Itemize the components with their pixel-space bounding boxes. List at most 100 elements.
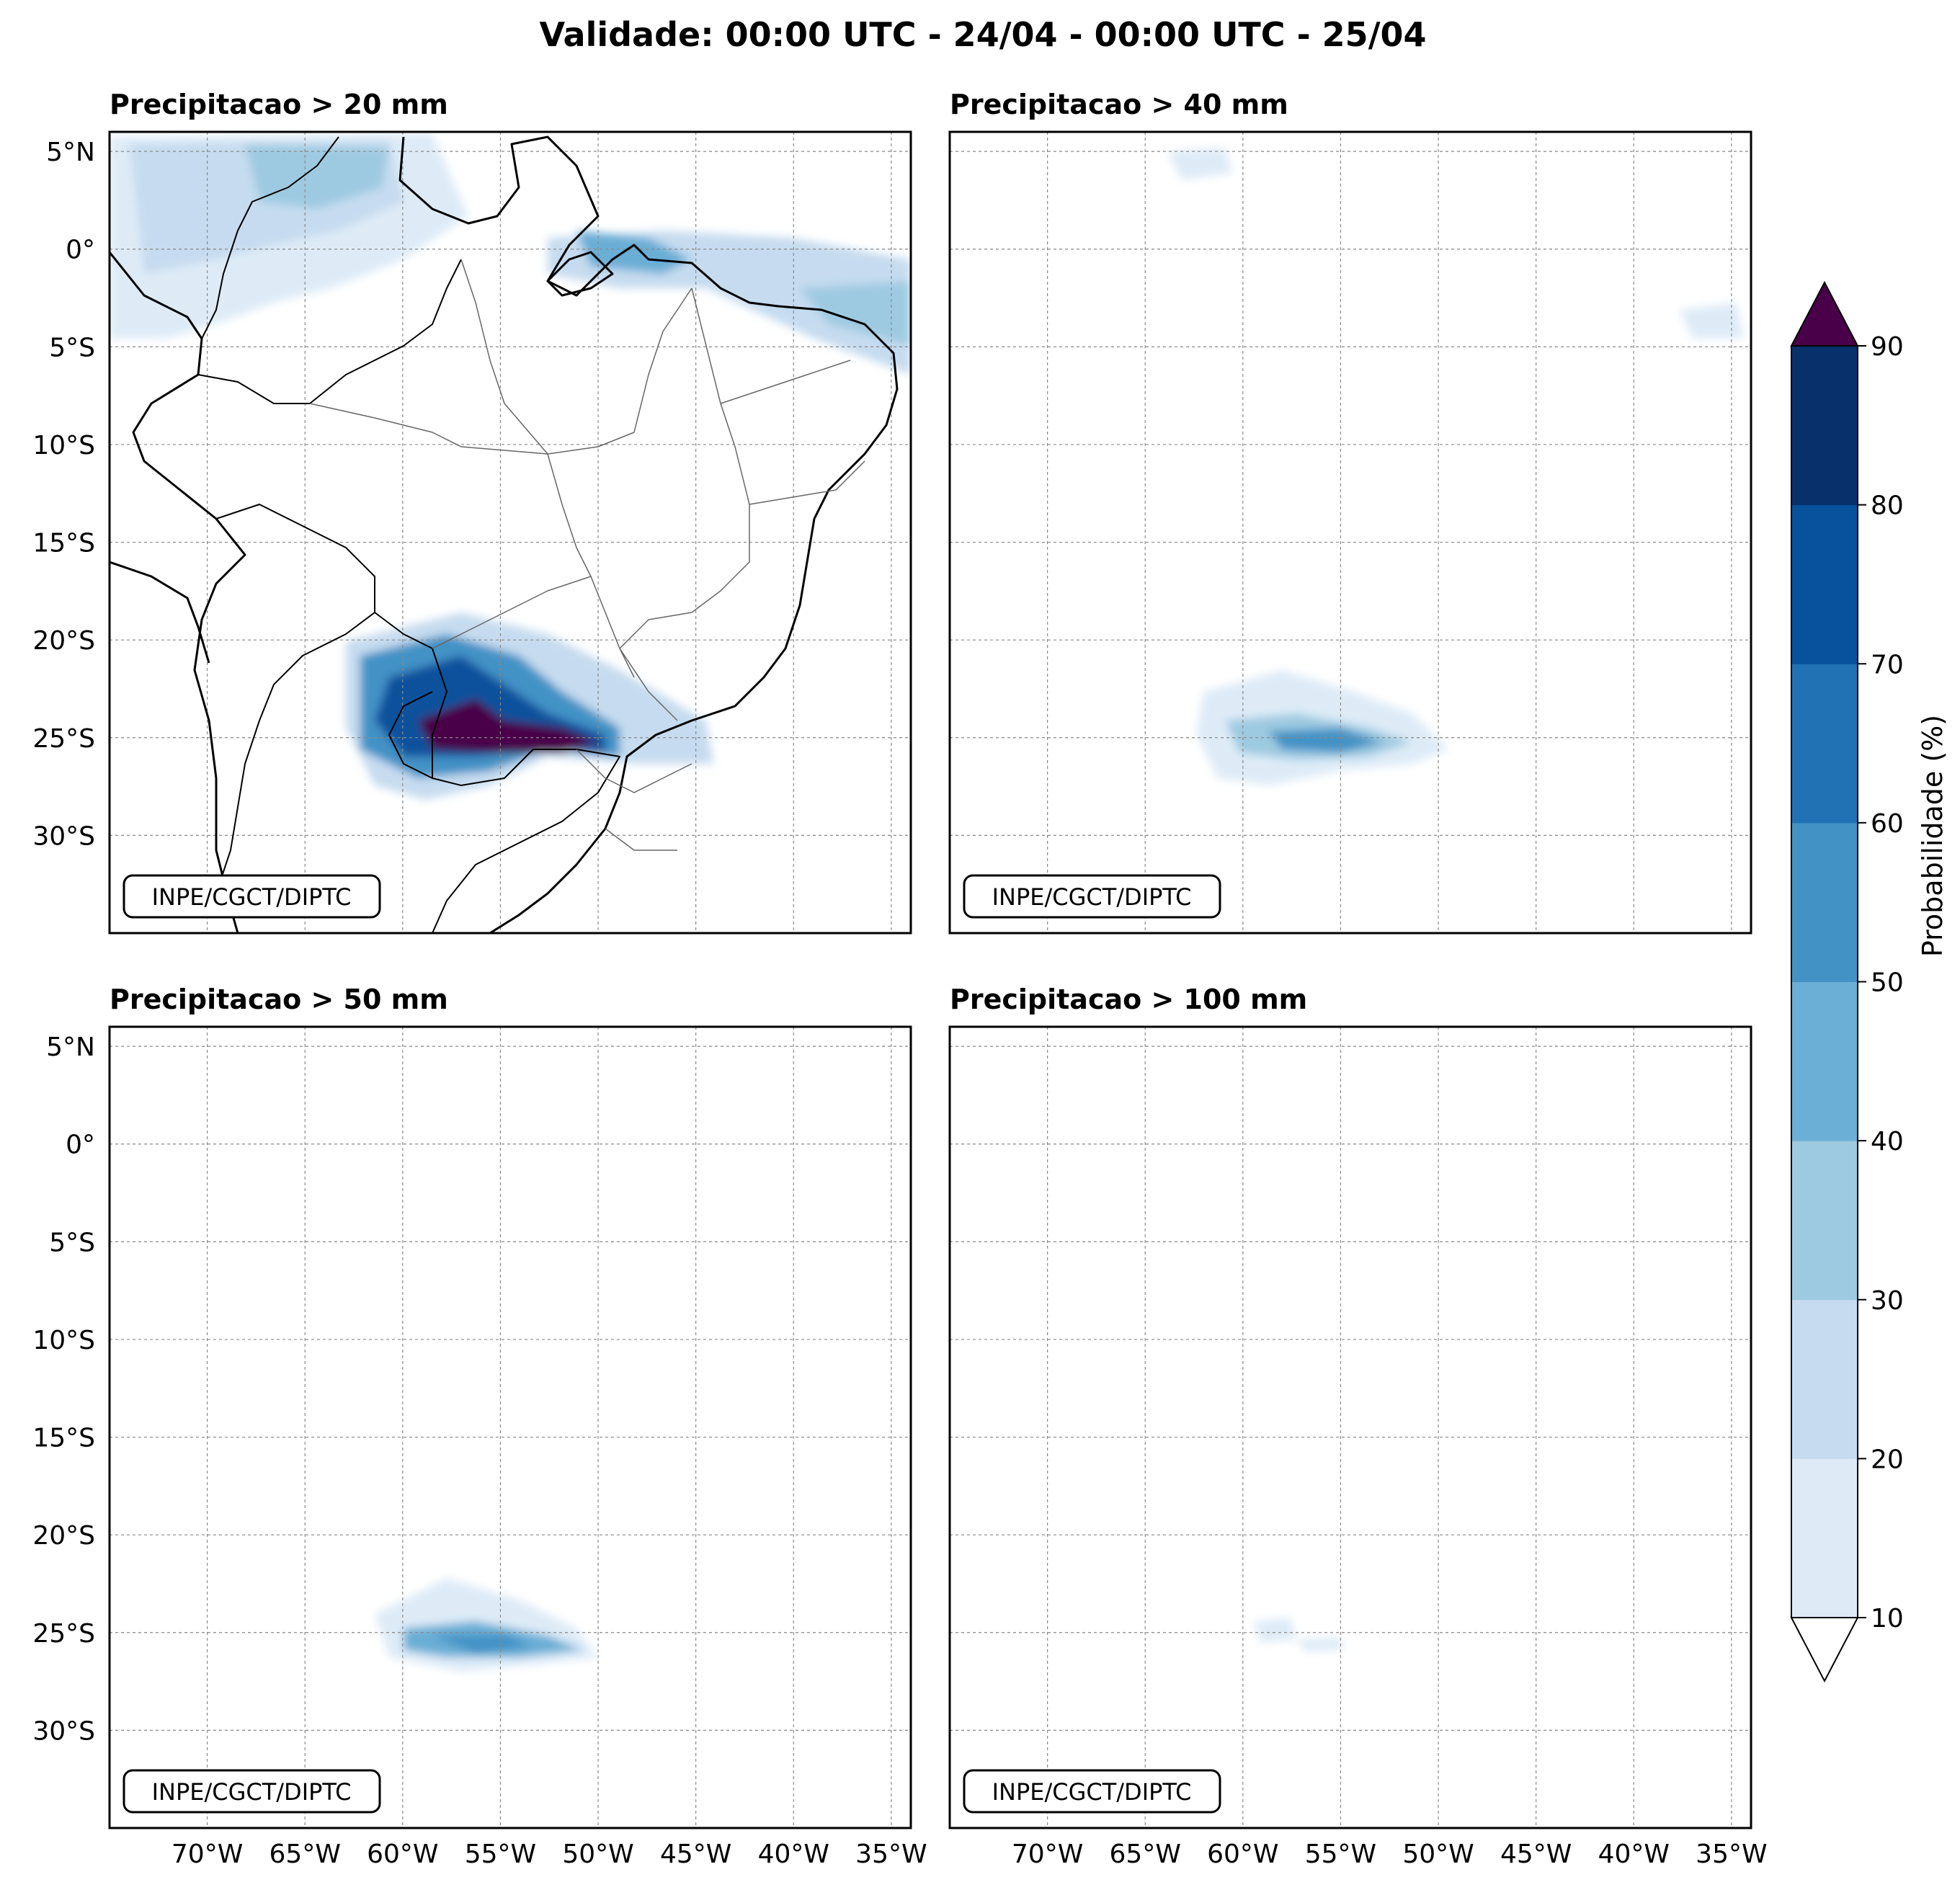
lon-tick-label: 45°W [1500, 1840, 1572, 1869]
watermark-text: INPE/CGCT/DIPTC [992, 883, 1192, 911]
precip-area-north-core [245, 144, 389, 209]
precip-area-equatorial-core [576, 231, 692, 274]
probability-fill [1254, 1618, 1344, 1651]
lat-tick-label: 5°N [46, 1033, 95, 1062]
lat-tick-label: 10°S [32, 431, 95, 460]
axis-labels-lon-right: 70°W 65°W 60°W 55°W 50°W 45°W 40°W 35°W [1012, 1840, 1768, 1869]
lon-tick-label: 60°W [367, 1840, 438, 1869]
colorbar-segment [1791, 1458, 1858, 1618]
map-frame [948, 1025, 1752, 1829]
lon-tick-label: 55°W [465, 1840, 536, 1869]
grid [950, 1027, 1751, 1828]
colorbar-tick-label: 40 [1871, 1127, 1904, 1156]
lat-tick-label: 30°S [32, 821, 95, 851]
lat-tick-label: 10°S [32, 1326, 95, 1355]
lat-tick-label: 25°S [32, 724, 95, 754]
colorbar-tick-label: 80 [1871, 491, 1904, 521]
watermark-box: INPE/CGCT/DIPTC [963, 874, 1221, 919]
watermark-box: INPE/CGCT/DIPTC [963, 1769, 1221, 1814]
lat-tick-label: 20°S [32, 1521, 95, 1551]
colorbar-tick-label: 10 [1871, 1604, 1904, 1633]
lon-tick-label: 70°W [172, 1840, 243, 1869]
colorbar-segment [1791, 822, 1858, 982]
grid [950, 132, 1751, 933]
precip-area-south-patch [1254, 1618, 1297, 1643]
colorbar-under-arrow [1790, 1617, 1859, 1683]
watermark-text: INPE/CGCT/DIPTC [992, 1778, 1192, 1806]
axis-labels-lat-top: 5°N 0° 5°S 10°S 15°S 20°S 25°S 30°S [32, 138, 95, 851]
lat-tick-label: 0° [66, 1131, 95, 1160]
lat-tick-label: 15°S [32, 1424, 95, 1453]
probability-fill [1167, 148, 1744, 785]
colorbar-tick-label: 60 [1871, 809, 1904, 839]
lat-tick-label: 15°S [32, 529, 95, 558]
colorbar-segment [1791, 1141, 1858, 1301]
panel-precip-50mm: Precipitacao > 50 mm INPE/CGCT/DIPTC [108, 984, 912, 1829]
precip-area-northeast-coast [800, 281, 911, 346]
lat-tick-label: 20°S [32, 626, 95, 656]
lat-tick-label: 5°S [49, 333, 95, 362]
map-frame [948, 130, 1752, 935]
colorbar-segment [1791, 346, 1858, 506]
lat-tick-label: 5°N [46, 138, 95, 167]
grid [110, 132, 911, 933]
colorbar-label: Probabilidade (%) [1917, 715, 1948, 957]
lon-tick-label: 40°W [1598, 1840, 1670, 1869]
lat-tick-label: 5°S [49, 1228, 95, 1257]
panel-precip-100mm: Precipitacao > 100 mm INPE/CGCT/DIPTC [948, 984, 1752, 1829]
panel-precip-20mm: Precipitacao > 20 mm INPE/CGCT/DIPTC [108, 89, 912, 935]
panel-title: Precipitacao > 100 mm [950, 984, 1307, 1015]
lon-tick-label: 35°W [1696, 1840, 1767, 1869]
colorbar-segment [1791, 1299, 1858, 1459]
colorbar-tick-label: 30 [1871, 1286, 1904, 1316]
lon-tick-label: 65°W [270, 1840, 341, 1869]
lon-tick-label: 45°W [660, 1840, 731, 1869]
lon-tick-label: 40°W [758, 1840, 829, 1869]
lon-tick-label: 50°W [562, 1840, 633, 1869]
lon-tick-label: 55°W [1305, 1840, 1376, 1869]
grid [110, 1027, 911, 1828]
watermark-text: INPE/CGCT/DIPTC [152, 883, 352, 911]
colorbar: 10 20 30 40 50 60 70 80 90 [1790, 280, 1904, 1683]
lon-tick-label: 60°W [1207, 1840, 1278, 1869]
colorbar-segment [1791, 981, 1858, 1141]
colorbar-over-arrow [1790, 280, 1859, 347]
panel-title: Precipitacao > 40 mm [950, 89, 1288, 120]
watermark-text: INPE/CGCT/DIPTC [152, 1778, 352, 1806]
map-frame [108, 130, 912, 935]
map-background [950, 132, 1751, 933]
precip-area-northeast-coast [1679, 303, 1744, 339]
colorbar-segment [1791, 504, 1858, 664]
map-background [950, 1027, 1751, 1828]
lat-tick-label: 0° [66, 236, 95, 265]
precip-area-south-core [1268, 728, 1384, 753]
axis-labels-lat-bottom: 5°N 0° 5°S 10°S 15°S 20°S 25°S 30°S [32, 1033, 95, 1746]
watermark-box: INPE/CGCT/DIPTC [122, 874, 381, 919]
colorbar-tick-label: 90 [1871, 332, 1904, 362]
precip-area-south-max [418, 699, 598, 753]
probability-fill [375, 1578, 598, 1672]
lon-tick-label: 35°W [855, 1840, 927, 1869]
watermark-box: INPE/CGCT/DIPTC [122, 1769, 381, 1814]
lon-tick-label: 70°W [1012, 1840, 1083, 1869]
colorbar-segment [1791, 664, 1858, 824]
colorbar-tick-label: 50 [1871, 968, 1904, 998]
axis-labels-lon-left: 70°W 65°W 60°W 55°W 50°W 45°W 40°W 35°W [172, 1840, 927, 1869]
colorbar-tick-label: 70 [1871, 650, 1904, 679]
lon-tick-label: 65°W [1110, 1840, 1181, 1869]
probability-fill [110, 133, 911, 800]
colorbar-tick-label: 20 [1871, 1445, 1904, 1474]
lon-tick-label: 50°W [1402, 1840, 1474, 1869]
figure-title: Validade: 00:00 UTC - 24/04 - 00:00 UTC … [539, 15, 1426, 54]
map-frame [108, 1025, 912, 1829]
lat-tick-label: 30°S [32, 1716, 95, 1746]
panel-precip-40mm: Precipitacao > 40 mm INPE/CGCT/DIPTC [948, 89, 1752, 935]
precip-area-south-core [432, 1634, 533, 1654]
precip-area-north-patch [1167, 148, 1232, 180]
lat-tick-label: 25°S [32, 1619, 95, 1649]
map-background [110, 1027, 911, 1828]
panel-title: Precipitacao > 20 mm [110, 89, 448, 120]
precip-area-south-patch-2 [1297, 1637, 1344, 1651]
panel-title: Precipitacao > 50 mm [110, 984, 448, 1015]
